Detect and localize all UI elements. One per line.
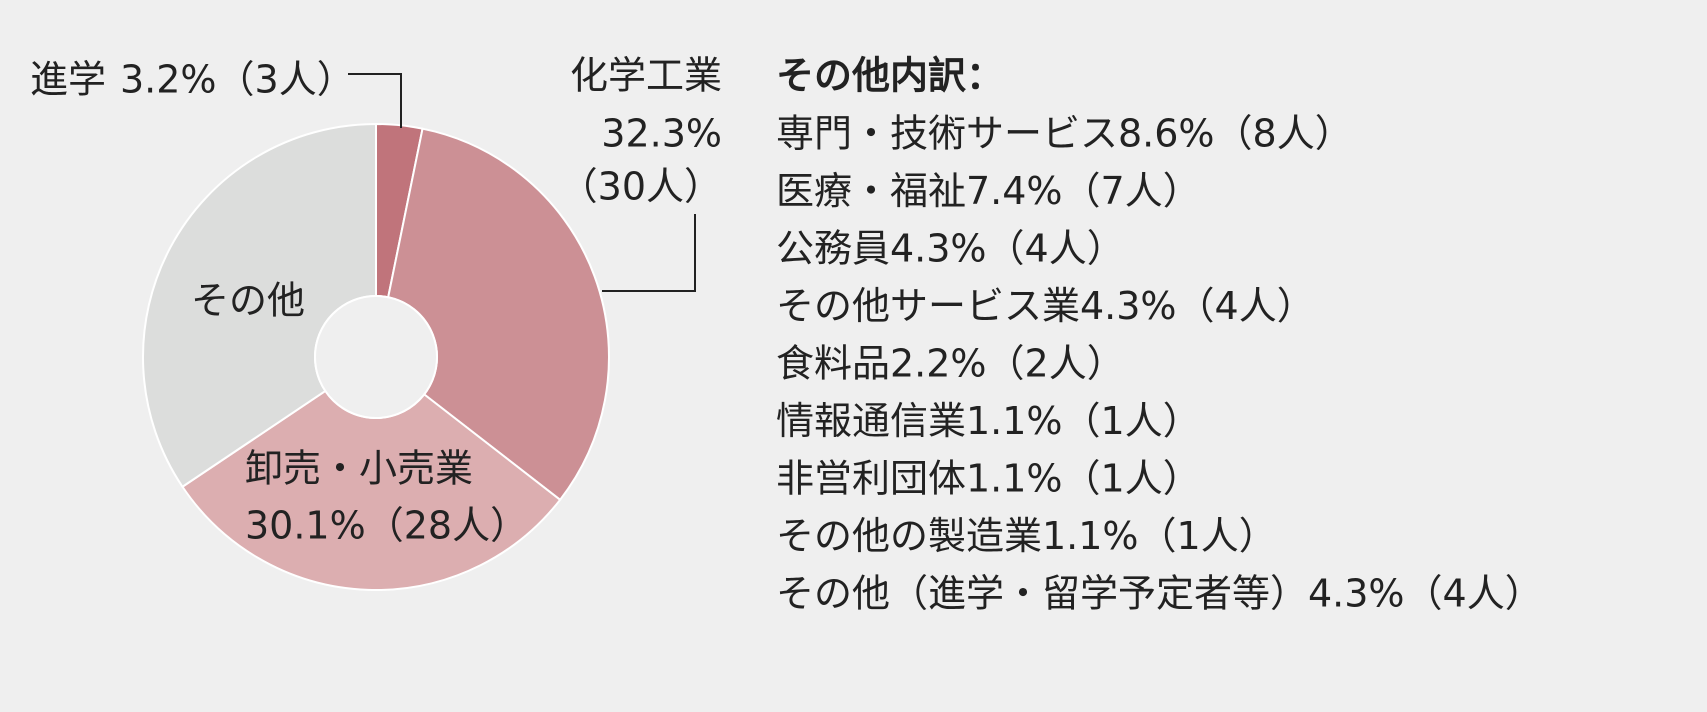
breakdown-title: その他内訳： — [776, 54, 1004, 98]
leader-line — [602, 214, 696, 292]
breakdown-item: その他（進学・留学予定者等）4.3%（4人） — [776, 572, 1543, 616]
value-label: 30.1%（28人） — [245, 504, 528, 548]
breakdown-item: 公務員4.3%（4人） — [776, 227, 1125, 271]
breakdown-item: 情報通信業1.1%（1人） — [776, 399, 1201, 443]
breakdown-item: その他サービス業4.3%（4人） — [776, 284, 1315, 328]
slice-label: 進学 — [30, 58, 106, 102]
breakdown-item: その他の製造業1.1%（1人） — [776, 514, 1277, 558]
value-label: （30人） — [560, 165, 722, 209]
donut-hole — [314, 295, 438, 419]
slice-label: その他 — [191, 279, 305, 323]
value-label: 32.3% — [601, 112, 722, 156]
breakdown-item: 非営利団体1.1%（1人） — [776, 457, 1201, 501]
breakdown-item: 専門・技術サービス8.6%（8人） — [776, 112, 1353, 156]
breakdown-item: 医療・福祉7.4%（7人） — [776, 169, 1201, 213]
value-label: 3.2%（3人） — [120, 58, 355, 102]
slice-label: 化学工業 — [570, 54, 722, 98]
breakdown-item: 食料品2.2%（2人） — [776, 342, 1125, 386]
leader-line — [348, 73, 402, 128]
slice-label: 卸売・小売業 — [245, 447, 473, 491]
